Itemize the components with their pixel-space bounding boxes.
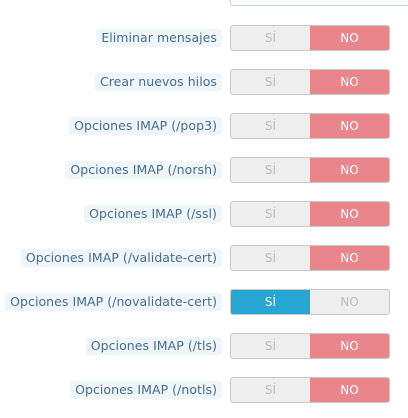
yes-no-switch[interactable]: SÍ NO — [230, 377, 390, 403]
row-imap-pop3: Opciones IMAP (/pop3) SÍ NO — [0, 113, 408, 139]
row-imap-ssl: Opciones IMAP (/ssl) SÍ NO — [0, 201, 408, 227]
switch-no[interactable]: NO — [310, 202, 389, 226]
option-label: Crear nuevos hilos — [94, 73, 222, 91]
yes-no-switch[interactable]: SÍ NO — [230, 25, 390, 51]
switch-yes[interactable]: SÍ — [264, 251, 277, 265]
switch-no[interactable]: NO — [310, 158, 389, 182]
row-imap-notls: Opciones IMAP (/notls) SÍ NO — [0, 377, 408, 403]
switch-yes[interactable]: SÍ — [264, 339, 277, 353]
switch-yes[interactable]: SÍ — [264, 119, 277, 133]
switch-no[interactable]: NO — [310, 334, 389, 358]
row-imap-norsh: Opciones IMAP (/norsh) SÍ NO — [0, 157, 408, 183]
row-imap-validate-cert: Opciones IMAP (/validate-cert) SÍ NO — [0, 245, 408, 271]
yes-no-switch[interactable]: SÍ NO — [230, 333, 390, 359]
option-label: Opciones IMAP (/notls) — [70, 381, 222, 399]
option-label: Opciones IMAP (/tls) — [85, 337, 222, 355]
option-label: Opciones IMAP (/pop3) — [69, 117, 222, 135]
switch-yes[interactable]: SÍ — [231, 290, 310, 314]
switch-no[interactable]: NO — [310, 70, 389, 94]
switch-yes[interactable]: SÍ — [264, 31, 277, 45]
option-label: Opciones IMAP (/novalidate-cert) — [5, 293, 222, 311]
yes-no-switch[interactable]: SÍ NO — [230, 201, 390, 227]
yes-no-switch[interactable]: SÍ NO — [230, 289, 390, 315]
switch-no[interactable]: NO — [310, 114, 389, 138]
switch-no[interactable]: NO — [310, 26, 389, 50]
switch-yes[interactable]: SÍ — [264, 163, 277, 177]
switch-yes[interactable]: SÍ — [264, 383, 277, 397]
yes-no-switch[interactable]: SÍ NO — [230, 113, 390, 139]
option-label: Opciones IMAP (/ssl) — [84, 205, 222, 223]
yes-no-switch[interactable]: SÍ NO — [230, 245, 390, 271]
row-eliminar-mensajes: Eliminar mensajes SÍ NO — [0, 25, 408, 51]
switch-yes[interactable]: SÍ — [264, 75, 277, 89]
previous-field-bottom-edge[interactable] — [230, 0, 408, 6]
row-crear-nuevos-hilos: Crear nuevos hilos SÍ NO — [0, 69, 408, 95]
option-label: Opciones IMAP (/norsh) — [65, 161, 222, 179]
yes-no-switch[interactable]: SÍ NO — [230, 69, 390, 95]
row-imap-novalidate-cert: Opciones IMAP (/novalidate-cert) SÍ NO — [0, 289, 408, 315]
option-label: Eliminar mensajes — [96, 29, 222, 47]
switch-yes[interactable]: SÍ — [264, 207, 277, 221]
row-imap-tls: Opciones IMAP (/tls) SÍ NO — [0, 333, 408, 359]
option-label: Opciones IMAP (/validate-cert) — [20, 249, 222, 267]
switch-no[interactable]: NO — [340, 295, 359, 309]
switch-no[interactable]: NO — [310, 378, 389, 402]
switch-no[interactable]: NO — [310, 246, 389, 270]
yes-no-switch[interactable]: SÍ NO — [230, 157, 390, 183]
